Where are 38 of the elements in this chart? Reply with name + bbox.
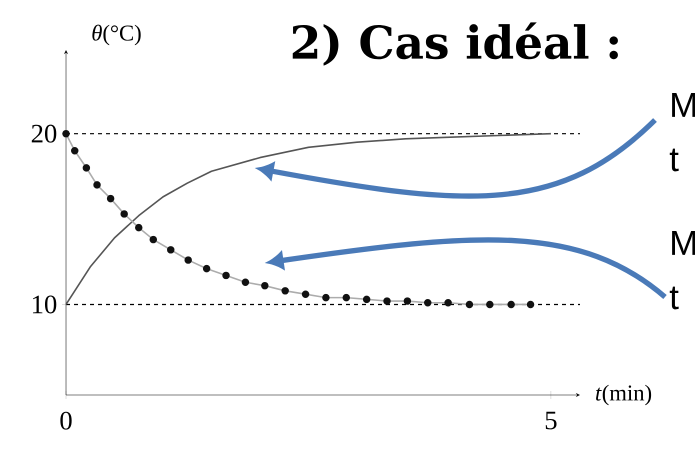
point xyxy=(322,294,330,302)
point xyxy=(71,147,78,154)
x-axis-title: t(min) xyxy=(596,384,652,406)
text: M xyxy=(672,93,695,117)
point xyxy=(444,299,452,306)
point xyxy=(106,194,114,202)
point xyxy=(383,297,391,305)
chart-title: 2) Cas idéal : xyxy=(292,22,618,66)
point xyxy=(302,290,310,298)
point xyxy=(507,300,515,308)
point xyxy=(526,300,534,308)
y-tick-label: 20 xyxy=(32,124,56,143)
point xyxy=(184,256,192,264)
point xyxy=(424,299,432,306)
y-axis-title: θ(°C) xyxy=(92,24,141,46)
text: M xyxy=(672,231,695,255)
text: t xyxy=(670,286,679,310)
y-tick-label: 10 xyxy=(32,295,56,314)
point xyxy=(404,297,412,305)
x-tick-label: 0 xyxy=(60,412,72,430)
point xyxy=(120,210,128,218)
point xyxy=(150,236,158,244)
point xyxy=(362,296,370,304)
point xyxy=(242,278,250,286)
x-tick-label: 5 xyxy=(546,412,557,430)
point xyxy=(486,300,494,308)
text: t xyxy=(670,148,679,172)
point xyxy=(466,300,474,308)
point xyxy=(167,246,174,254)
point xyxy=(342,294,350,302)
point xyxy=(93,181,101,189)
point xyxy=(222,272,230,280)
point xyxy=(281,287,289,295)
point xyxy=(202,264,210,272)
point xyxy=(261,282,269,290)
point xyxy=(82,164,90,172)
point xyxy=(135,224,142,232)
point xyxy=(62,130,70,138)
